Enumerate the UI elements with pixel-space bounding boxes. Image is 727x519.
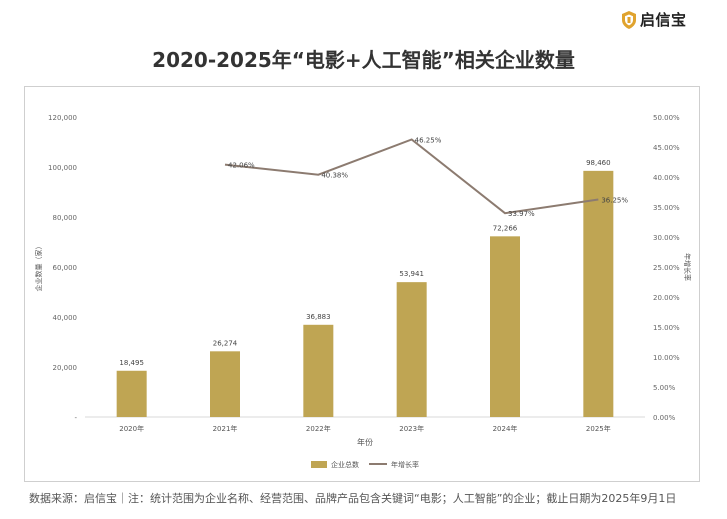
y2-tick-label: 50.00% bbox=[653, 114, 680, 122]
x-axis-title: 年份 bbox=[357, 437, 373, 447]
brand-logo: 启信宝 bbox=[622, 9, 687, 30]
y-tick-label: - bbox=[74, 414, 77, 422]
y-tick-label: 100,000 bbox=[48, 164, 77, 172]
x-tick-label: 2020年 bbox=[119, 424, 144, 433]
y2-tick-label: 25.00% bbox=[653, 264, 680, 272]
bar bbox=[583, 170, 614, 417]
y2-tick-label: 20.00% bbox=[653, 294, 680, 302]
bar bbox=[490, 236, 520, 417]
y2-tick-label: 45.00% bbox=[653, 144, 680, 152]
bar bbox=[116, 370, 147, 417]
x-tick-label: 2025年 bbox=[586, 424, 611, 433]
x-tick-label: 2022年 bbox=[306, 424, 331, 433]
y2-tick-label: 40.00% bbox=[653, 174, 680, 182]
y-tick-label: 120,000 bbox=[48, 114, 77, 122]
bar bbox=[396, 282, 427, 417]
line-value-label: 40.38% bbox=[321, 172, 348, 180]
chart-title: 2020-2025年“电影+人工智能”相关企业数量 bbox=[152, 48, 575, 72]
y-axis-title: 企业数量（家） bbox=[34, 243, 43, 292]
chart-frame: - 20,000 40,000 60,000 80,000 100,000 120,000 0… bbox=[24, 86, 700, 482]
legend-bar-swatch bbox=[311, 461, 327, 468]
combo-chart: - 20,000 40,000 60,000 80,000 100,000 120,000 0… bbox=[34, 114, 692, 469]
bar-value-label: 72,266 bbox=[493, 224, 518, 232]
shield-logo-icon bbox=[622, 10, 636, 29]
line-value-label: 46.25% bbox=[415, 137, 442, 145]
bar-value-label: 53,941 bbox=[399, 270, 424, 278]
y-tick-label: 40,000 bbox=[53, 314, 78, 322]
y2-tick-label: 15.00% bbox=[653, 324, 680, 332]
y2-tick-label: 0.00% bbox=[653, 414, 676, 422]
source-note: 数据来源：启信宝｜注：统计范围为企业名称、经营范围、品牌产品包含关键词“电影；人… bbox=[29, 492, 677, 505]
bar bbox=[210, 351, 240, 417]
brand-name: 启信宝 bbox=[640, 11, 687, 29]
y2-tick-label: 30.00% bbox=[653, 234, 680, 242]
line-value-label: 36.25% bbox=[601, 197, 628, 205]
y2-axis-title: 年增长率 bbox=[683, 253, 692, 281]
y2-tick-label: 35.00% bbox=[653, 204, 680, 212]
bar-value-label: 26,274 bbox=[213, 339, 238, 347]
y2-tick-label: 5.00% bbox=[653, 384, 676, 392]
y2-tick-label: 10.00% bbox=[653, 354, 680, 362]
bar-value-label: 18,495 bbox=[119, 359, 144, 367]
y-tick-label: 80,000 bbox=[53, 214, 78, 222]
x-tick-label: 2023年 bbox=[399, 424, 424, 433]
line-value-label: 33.97% bbox=[508, 210, 535, 218]
y-tick-label: 60,000 bbox=[53, 264, 78, 272]
x-tick-label: 2024年 bbox=[493, 424, 518, 433]
growth-rate-line bbox=[224, 138, 599, 215]
bar-value-label: 36,883 bbox=[306, 313, 331, 321]
bar-value-label: 98,460 bbox=[586, 159, 611, 167]
legend-bar-label: 企业总数 bbox=[331, 460, 359, 469]
bar bbox=[303, 324, 334, 417]
line-value-label: 42.06% bbox=[228, 162, 255, 170]
x-tick-label: 2021年 bbox=[213, 424, 238, 433]
legend-line-label: 年增长率 bbox=[391, 460, 419, 469]
y-tick-label: 20,000 bbox=[53, 364, 78, 372]
